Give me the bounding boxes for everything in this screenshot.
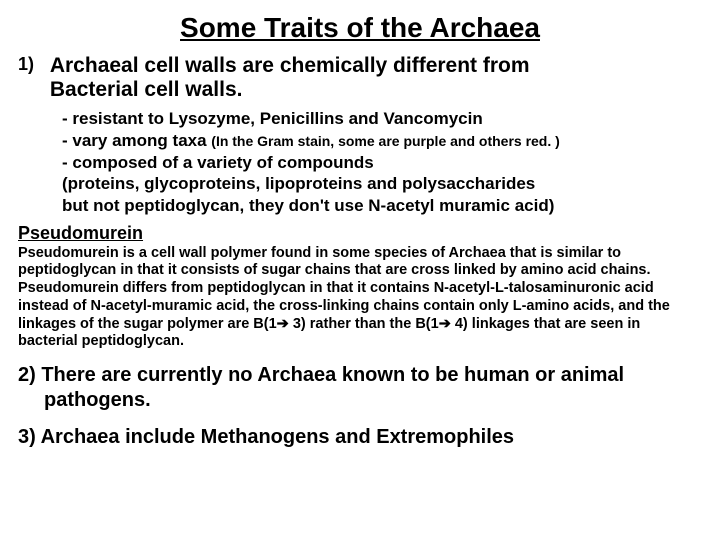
bullet-compounds-line1: (proteins, glycoproteins, lipoproteins a…	[62, 173, 702, 195]
slide-title: Some Traits of the Archaea	[18, 12, 702, 44]
point-1-line1: Archaeal cell walls are chemically diffe…	[50, 54, 530, 77]
point-1-sublist: - resistant to Lysozyme, Penicillins and…	[62, 108, 702, 217]
pm-text-b: 3) rather than the B(1	[289, 316, 439, 332]
arrow-icon: ➔	[277, 316, 289, 332]
bullet-composed: - composed of a variety of compounds	[62, 152, 702, 174]
bullet-resistant: - resistant to Lysozyme, Penicillins and…	[62, 108, 702, 130]
pseudomurein-body: Pseudomurein is a cell wall polymer foun…	[18, 245, 702, 351]
point-3: 3) Archaea include Methanogens and Extre…	[18, 425, 702, 450]
point-1-line2: Bacterial cell walls.	[50, 78, 243, 101]
bullet-vary-text: - vary among taxa	[62, 131, 211, 150]
point-2: 2) There are currently no Archaea known …	[18, 363, 702, 413]
point-1-text: Archaeal cell walls are chemically diffe…	[50, 54, 690, 102]
pseudomurein-heading: Pseudomurein	[18, 223, 702, 244]
bullet-vary: - vary among taxa (In the Gram stain, so…	[62, 130, 702, 152]
arrow-icon: ➔	[439, 316, 451, 332]
point-1: 1) Archaeal cell walls are chemically di…	[18, 54, 702, 102]
point-1-number: 1)	[18, 54, 44, 75]
gram-stain-note: (In the Gram stain, some are purple and …	[211, 133, 560, 149]
bullet-compounds-line2: but not peptidoglycan, they don't use N-…	[62, 195, 702, 217]
